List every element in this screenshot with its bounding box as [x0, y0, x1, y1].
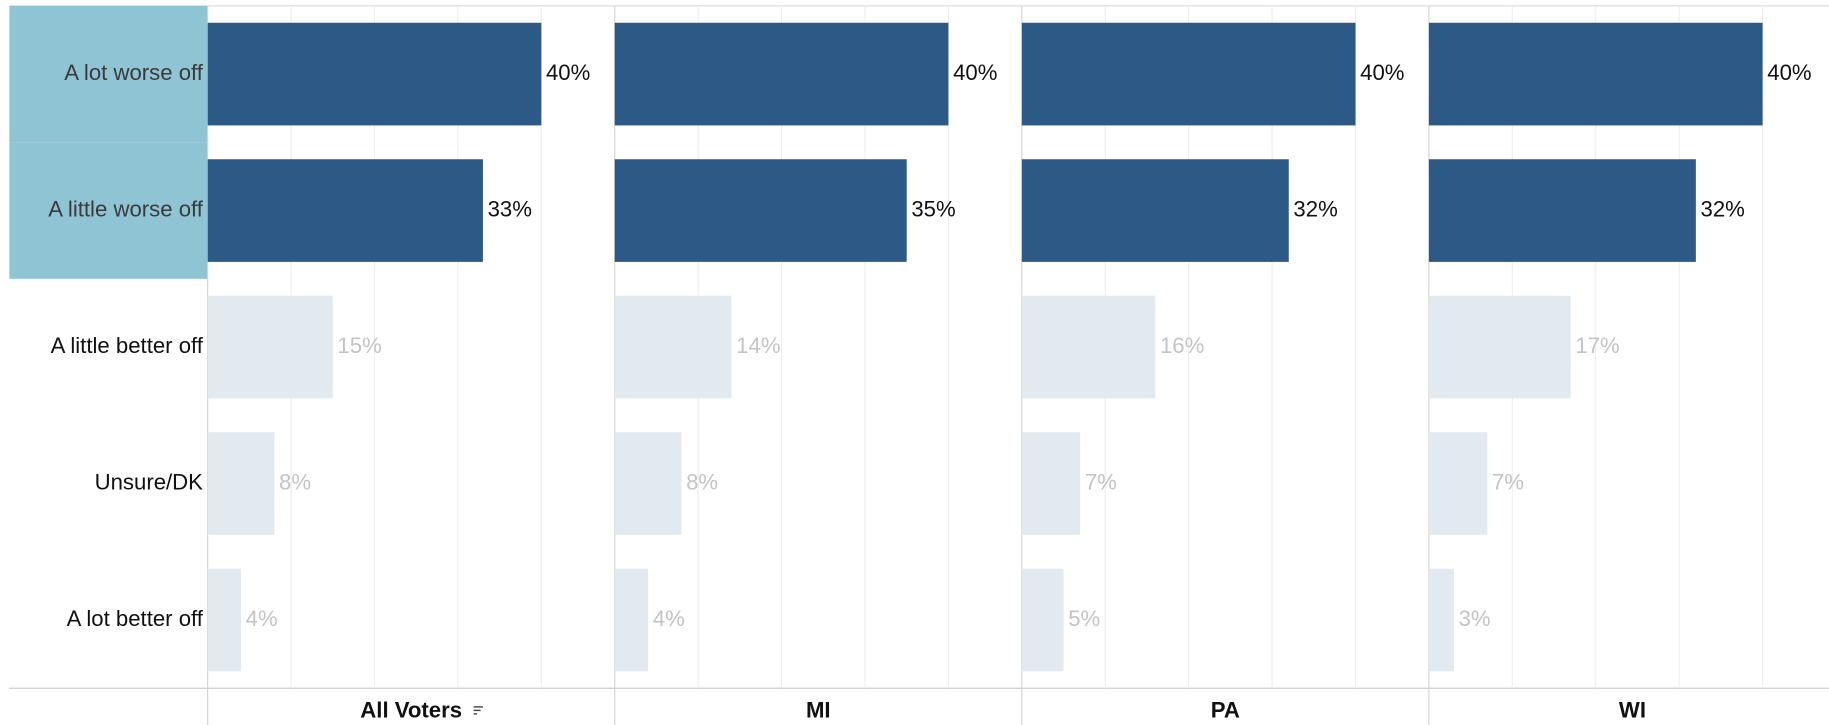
value-label: 40%: [1360, 60, 1404, 85]
row-label: A lot worse off: [64, 60, 204, 85]
sort-icon: [473, 706, 483, 715]
panel-header: PA: [1211, 697, 1240, 722]
value-label: 4%: [246, 606, 278, 631]
bar: [1021, 159, 1289, 262]
bar: [1021, 568, 1064, 672]
bar: [614, 432, 682, 535]
value-label: 40%: [546, 60, 590, 85]
bar: [1428, 22, 1763, 126]
row-label: Unsure/DK: [95, 469, 204, 494]
value-label: 35%: [911, 196, 955, 221]
value-label: 3%: [1459, 606, 1491, 631]
panel-header: All Voters: [360, 697, 462, 722]
value-label: 14%: [736, 333, 780, 358]
bar: [1428, 295, 1571, 399]
bar: [207, 22, 542, 126]
value-label: 33%: [488, 196, 532, 221]
row-highlight: [9, 5, 208, 143]
bar: [207, 295, 333, 399]
bar: [614, 295, 732, 399]
bar: [207, 568, 241, 672]
bar: [207, 432, 275, 535]
bar: [614, 159, 907, 262]
value-label: 7%: [1492, 469, 1524, 494]
bar: [1021, 22, 1356, 126]
bar: [614, 568, 649, 672]
panel-header: MI: [806, 697, 831, 722]
value-label: 17%: [1575, 333, 1619, 358]
value-label: 16%: [1160, 333, 1204, 358]
value-label: 5%: [1068, 606, 1100, 631]
value-label: 32%: [1293, 196, 1337, 221]
value-label: 32%: [1701, 196, 1745, 221]
bar: [1428, 568, 1454, 672]
bar: [1021, 295, 1156, 399]
bar: [614, 22, 949, 126]
row-label: A little better off: [51, 333, 204, 358]
value-label: 4%: [653, 606, 685, 631]
value-label: 8%: [279, 469, 311, 494]
row-label: A little worse off: [48, 196, 204, 221]
bar: [1021, 432, 1081, 535]
value-label: 40%: [953, 60, 997, 85]
panel-header: WI: [1619, 697, 1646, 722]
plot: All Voters 40% 33% 15% 8% 4% MI 40% 35% 14% 8% 4% PA…: [9, 5, 1812, 725]
bar: [1428, 432, 1488, 535]
row-label: A lot better off: [67, 606, 204, 631]
row-highlight: [9, 142, 208, 279]
frame: [9, 5, 1829, 689]
value-label: 7%: [1085, 469, 1117, 494]
value-label: 8%: [686, 469, 718, 494]
value-label: 15%: [337, 333, 381, 358]
bar: [1428, 159, 1696, 262]
bar: [207, 159, 483, 262]
value-label: 40%: [1767, 60, 1811, 85]
